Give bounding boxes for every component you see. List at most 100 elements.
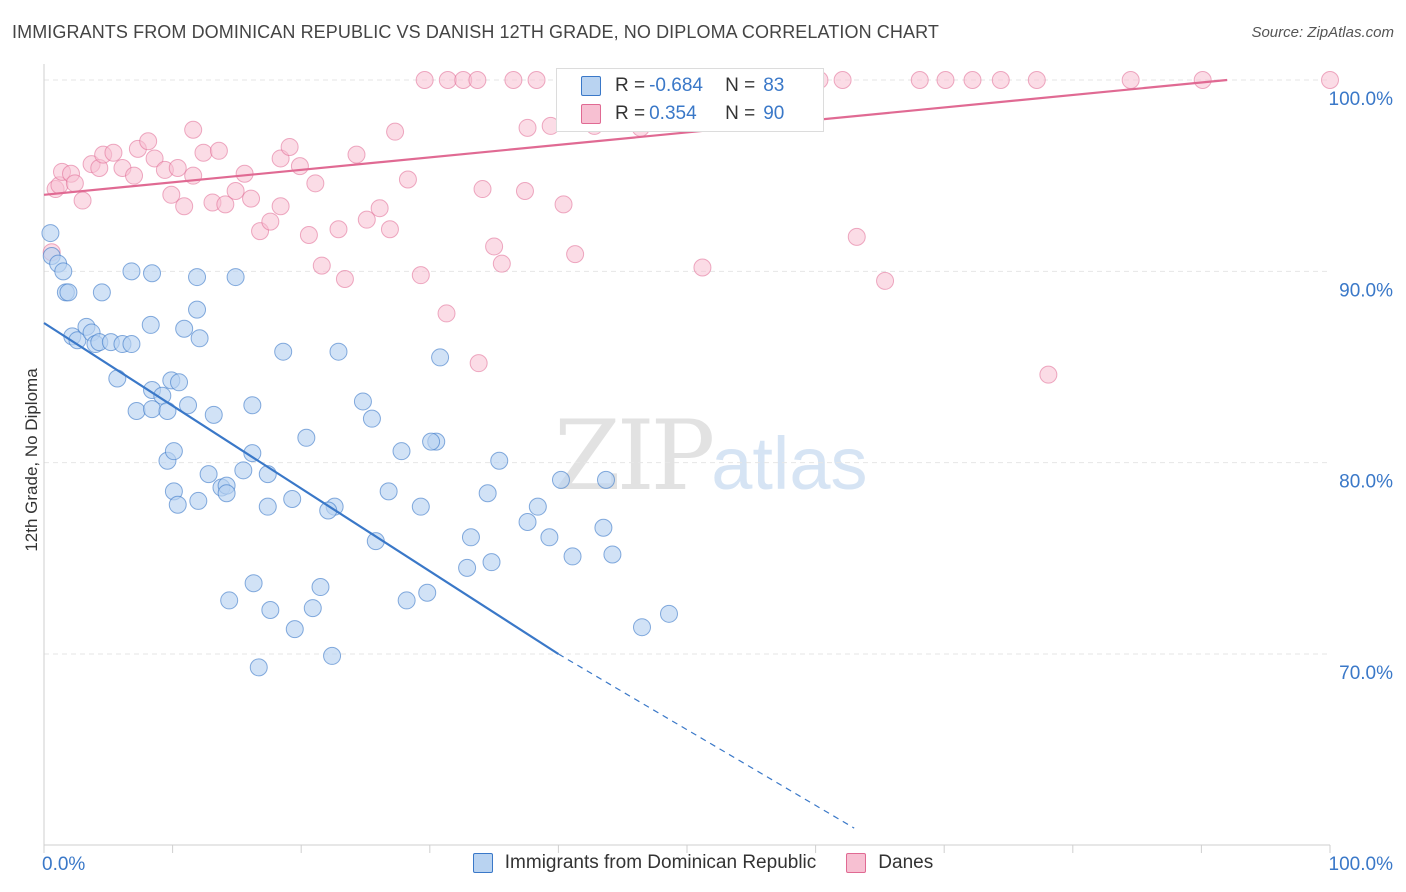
y-tick-label: 70.0%: [1339, 663, 1393, 684]
dominican-point: [297, 428, 316, 447]
danes-point: [162, 185, 181, 204]
dominican-point: [418, 583, 437, 602]
legend-item-danes: Danes: [846, 852, 933, 874]
legend-r-label: R =: [615, 103, 646, 124]
danes-point: [1039, 365, 1058, 384]
dominican-point: [190, 329, 209, 348]
dominican-point: [261, 600, 280, 619]
dominican-point: [143, 264, 162, 283]
legend-swatch-blue: [581, 76, 601, 96]
danes-point: [527, 71, 546, 89]
dominican-point: [303, 599, 322, 618]
dominican-point: [458, 558, 477, 577]
dominican-point: [392, 442, 411, 461]
danes-trend-line: [43, 78, 1228, 196]
danes-point: [438, 71, 457, 89]
danes-point: [242, 189, 261, 208]
legend-label-dominican: Immigrants from Dominican Republic: [504, 852, 817, 873]
legend-row-danes: R = 0.354 N = 90: [581, 102, 784, 126]
danes-point: [847, 227, 866, 246]
danes-point: [306, 174, 325, 193]
danes-point: [139, 132, 158, 151]
danes-point: [1193, 71, 1212, 89]
legend-r-value: -0.684: [649, 75, 703, 96]
danes-point: [125, 166, 144, 185]
danes-point: [910, 71, 929, 89]
dominican-trend-extension: [558, 653, 855, 829]
legend-row-dominican: R = -0.684 N = 83: [581, 74, 784, 98]
dominican-point: [188, 300, 207, 319]
dominican-point: [243, 396, 262, 415]
dominican-point: [127, 402, 146, 421]
dominican-point: [217, 484, 236, 503]
danes-point: [518, 118, 537, 137]
danes-point: [566, 245, 585, 264]
dominican-point: [243, 444, 262, 463]
correlation-legend: R = -0.684 N = 83 R = 0.354 N = 90: [556, 68, 824, 132]
legend-label-danes: Danes: [878, 852, 934, 873]
y-axis-label: 12th Grade, No Diploma: [22, 368, 41, 552]
dominican-point: [482, 553, 501, 572]
danes-point: [492, 254, 511, 273]
dominican-point: [431, 348, 450, 367]
danes-point: [290, 157, 309, 176]
dominican-point: [59, 283, 78, 302]
source-label: Source: ZipAtlas.com: [1251, 24, 1394, 41]
danes-point: [329, 220, 348, 239]
dominican-point: [422, 432, 441, 451]
legend-n-value: 83: [763, 75, 785, 96]
legend-n-label: N =: [725, 103, 756, 124]
y-tick-label: 80.0%: [1339, 472, 1393, 493]
danes-point: [380, 220, 399, 239]
dominican-point: [189, 491, 208, 510]
dominican-point: [108, 369, 127, 388]
danes-point: [963, 71, 982, 89]
dominican-point: [659, 604, 678, 623]
legend-swatch-blue: [472, 853, 493, 873]
dominican-point: [632, 618, 651, 637]
danes-point: [194, 143, 213, 162]
dominican-point: [283, 490, 302, 509]
legend-r-value: 0.354: [649, 103, 697, 124]
dominican-point: [204, 405, 223, 424]
dominican-point: [603, 545, 622, 564]
danes-point: [437, 304, 456, 323]
dominican-point: [596, 470, 615, 489]
danes-point: [280, 137, 299, 156]
danes-point: [1027, 71, 1046, 89]
series-legend: Immigrants from Dominican Republic Danes: [0, 852, 1406, 874]
dominican-point: [563, 547, 582, 566]
dominican-point: [540, 528, 559, 547]
x-tick-label: 0.0%: [42, 854, 85, 875]
danes-point: [175, 197, 194, 216]
dominican-point: [54, 262, 73, 281]
dominican-point: [41, 224, 60, 243]
dominican-point: [490, 451, 509, 470]
danes-point: [554, 195, 573, 214]
danes-point: [468, 71, 487, 89]
dominican-point: [122, 262, 141, 281]
danes-point: [347, 145, 366, 164]
dominican-point: [234, 461, 253, 480]
danes-point: [485, 237, 504, 256]
dominican-point: [175, 319, 194, 338]
legend-n-value: 90: [763, 103, 785, 124]
danes-point: [216, 195, 235, 214]
danes-point: [271, 197, 290, 216]
dominican-point: [179, 396, 198, 415]
dominican-point: [164, 442, 183, 461]
danes-point: [299, 225, 318, 244]
dominican-point: [411, 497, 430, 516]
danes-point: [473, 180, 492, 199]
dominican-point: [258, 497, 277, 516]
grid-lines: [44, 79, 1330, 655]
tick-labels: 70.0% 80.0% 90.0% 100.0% 0.0% 100.0%: [42, 89, 1393, 875]
dominican-point: [551, 470, 570, 489]
danes-point: [312, 256, 331, 275]
dominican-trend-line: [43, 322, 559, 655]
dominican-point: [329, 342, 348, 361]
dominican-point: [220, 591, 239, 610]
danes-point: [226, 181, 245, 200]
dominican-point: [249, 658, 268, 677]
